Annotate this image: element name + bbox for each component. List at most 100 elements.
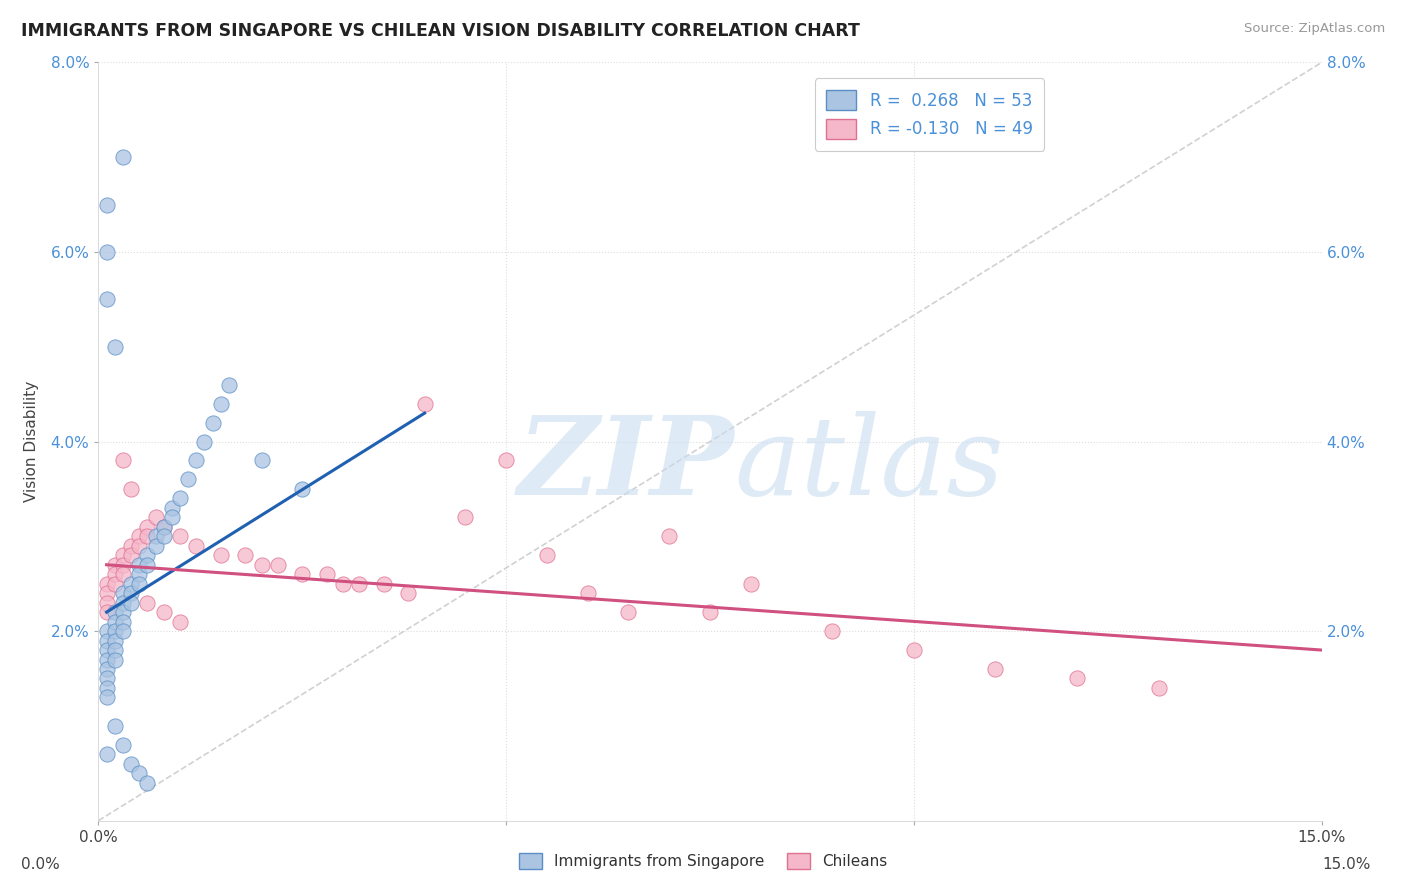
Text: IMMIGRANTS FROM SINGAPORE VS CHILEAN VISION DISABILITY CORRELATION CHART: IMMIGRANTS FROM SINGAPORE VS CHILEAN VIS… [21, 22, 860, 40]
Point [349, 576, 371, 591]
Point [111, 624, 134, 639]
Point [120, 548, 142, 563]
Point [145, 539, 167, 553]
Point [96, 244, 118, 259]
Point [104, 652, 127, 666]
Point [96, 596, 118, 610]
Point [396, 586, 419, 600]
Point [291, 567, 314, 582]
Point [111, 738, 134, 752]
Point [152, 520, 174, 534]
Point [193, 434, 215, 449]
Point [169, 491, 191, 506]
Point [152, 529, 174, 543]
Point [111, 567, 134, 582]
Point [128, 529, 150, 543]
Point [120, 482, 142, 496]
Point [96, 624, 118, 639]
Point [120, 756, 142, 771]
Point [1066, 672, 1088, 686]
Text: atlas: atlas [734, 410, 1004, 518]
Y-axis label: Vision Disability: Vision Disability [24, 381, 39, 502]
Point [169, 529, 191, 543]
Point [658, 529, 681, 543]
Point [96, 586, 118, 600]
Point [111, 586, 134, 600]
Point [152, 605, 174, 619]
Point [104, 643, 127, 657]
Point [96, 633, 118, 648]
Point [201, 416, 224, 430]
Point [128, 576, 150, 591]
Point [267, 558, 290, 572]
Point [96, 605, 118, 619]
Point [104, 624, 127, 639]
Point [96, 293, 118, 307]
Point [104, 605, 127, 619]
Point [96, 690, 118, 705]
Point [111, 605, 134, 619]
Legend: R =  0.268   N = 53, R = -0.130   N = 49: R = 0.268 N = 53, R = -0.130 N = 49 [814, 78, 1045, 151]
Point [96, 652, 118, 666]
Point [145, 510, 167, 524]
Point [332, 576, 354, 591]
Point [740, 576, 762, 591]
Point [128, 539, 150, 553]
Point [120, 586, 142, 600]
Point [984, 662, 1007, 676]
Point [145, 529, 167, 543]
Point [699, 605, 721, 619]
Point [111, 150, 134, 164]
Point [250, 558, 273, 572]
Point [186, 453, 208, 467]
Point [104, 576, 127, 591]
Point [218, 377, 240, 392]
Point [96, 643, 118, 657]
Point [120, 539, 142, 553]
Text: Source: ZipAtlas.com: Source: ZipAtlas.com [1244, 22, 1385, 36]
Point [169, 615, 191, 629]
Point [291, 482, 314, 496]
Point [96, 197, 118, 211]
Point [120, 596, 142, 610]
Point [136, 548, 159, 563]
Point [128, 766, 150, 780]
Text: ZIP: ZIP [517, 410, 734, 518]
Point [96, 576, 118, 591]
Point [495, 453, 517, 467]
Point [136, 529, 159, 543]
Point [209, 396, 232, 410]
Point [104, 567, 127, 582]
Point [96, 662, 118, 676]
Point [120, 576, 142, 591]
Point [576, 586, 599, 600]
Text: 0.0%: 0.0% [21, 857, 60, 872]
Point [136, 776, 159, 790]
Point [104, 615, 127, 629]
Point [186, 539, 208, 553]
Point [111, 596, 134, 610]
Point [209, 548, 232, 563]
Point [104, 340, 127, 354]
Point [454, 510, 477, 524]
Point [111, 558, 134, 572]
Point [136, 520, 159, 534]
Point [233, 548, 256, 563]
Point [821, 624, 844, 639]
Point [373, 576, 395, 591]
Point [315, 567, 337, 582]
Point [104, 558, 127, 572]
Point [536, 548, 558, 563]
Point [111, 453, 134, 467]
Point [96, 747, 118, 762]
Point [136, 596, 159, 610]
Point [96, 681, 118, 695]
Point [111, 548, 134, 563]
Point [152, 520, 174, 534]
Point [903, 643, 925, 657]
Point [136, 558, 159, 572]
Point [160, 510, 183, 524]
Point [128, 558, 150, 572]
Legend: Immigrants from Singapore, Chileans: Immigrants from Singapore, Chileans [512, 847, 894, 875]
Point [1147, 681, 1170, 695]
